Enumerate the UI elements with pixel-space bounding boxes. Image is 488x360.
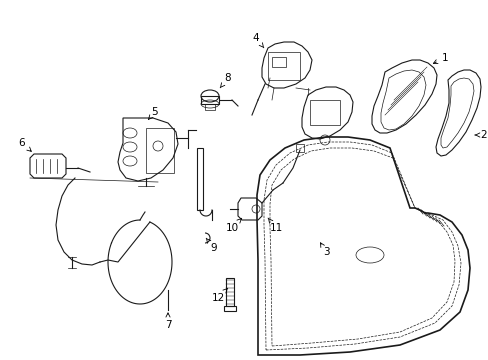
Text: 10: 10 (225, 218, 241, 233)
Text: 11: 11 (267, 218, 282, 233)
Text: 9: 9 (206, 238, 217, 253)
Bar (201, 96, 219, 104)
Text: 6: 6 (19, 138, 31, 151)
Text: 5: 5 (148, 107, 158, 120)
Bar (225, 278, 234, 306)
Text: 12: 12 (211, 288, 227, 303)
Text: 7: 7 (164, 313, 171, 330)
Text: 3: 3 (320, 243, 328, 257)
Bar (267, 52, 299, 80)
Bar (146, 128, 174, 173)
Bar (197, 148, 203, 210)
Bar (204, 104, 215, 110)
Bar (271, 57, 285, 67)
Text: 1: 1 (432, 53, 447, 64)
Text: 8: 8 (220, 73, 231, 88)
Text: 2: 2 (474, 130, 487, 140)
Bar (224, 306, 236, 311)
Text: 4: 4 (252, 33, 264, 48)
Bar (309, 100, 339, 125)
Bar (295, 144, 304, 152)
